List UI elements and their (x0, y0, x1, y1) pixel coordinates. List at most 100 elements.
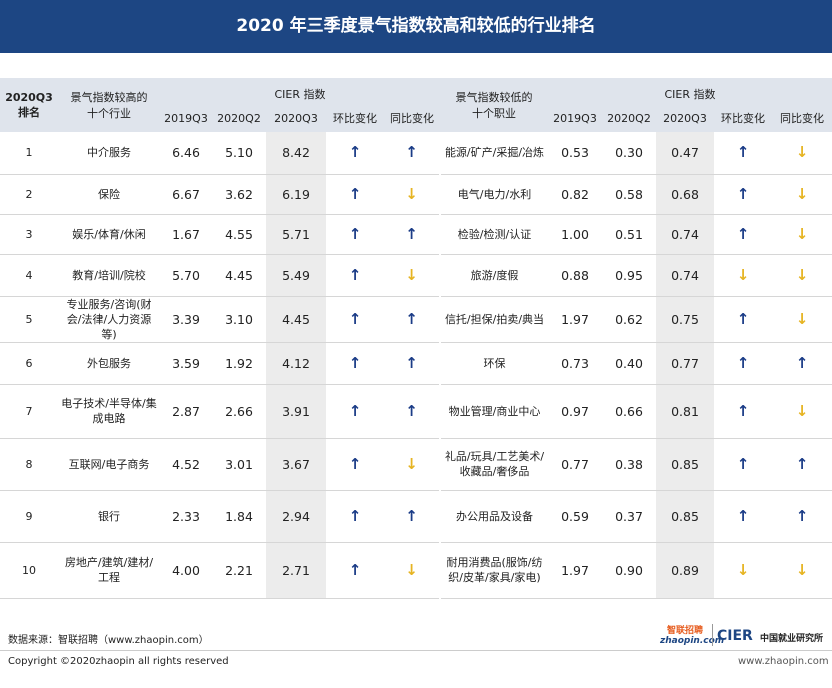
trend-arrow: ↓ (772, 214, 832, 255)
index-value: 0.77 (656, 342, 714, 385)
index-value: 6.46 (160, 132, 212, 175)
trend-arrow: ↑ (326, 438, 384, 491)
index-value: 0.73 (548, 342, 602, 385)
sub-header: 2020Q2 (212, 104, 266, 132)
trend-arrow: ↑ (384, 342, 440, 385)
rank: 6 (0, 342, 58, 385)
index-value: 3.62 (212, 174, 266, 215)
index-value: 6.67 (160, 174, 212, 215)
source: 数据来源：智联招聘（www.zhaopin.com） (8, 635, 209, 646)
ranking-table: 2020Q3 排名 景气指数较高的 十个行业 CIER 指数 景气指数较低的 十个职业 CIE… (0, 78, 832, 599)
index-value: 4.45 (266, 296, 326, 343)
index-value: 0.74 (656, 214, 714, 255)
rank: 5 (0, 296, 58, 343)
trend-arrow: ↑ (384, 214, 440, 255)
industry-name: 电气/电力/水利 (439, 174, 548, 215)
rank: 9 (0, 490, 58, 543)
trend-arrow: ↓ (384, 542, 440, 599)
index-header: CIER 指数 (160, 78, 440, 104)
index-value: 0.85 (656, 438, 714, 491)
index-value: 4.12 (266, 342, 326, 385)
index-value: 0.47 (656, 132, 714, 175)
index-value: 1.00 (548, 214, 602, 255)
index-value: 0.66 (602, 384, 656, 439)
index-value: 1.84 (212, 490, 266, 543)
table-row: 4 教育/培训/院校 5.70 4.45 5.49 ↑ ↓ 旅游/度假 0.88 0.95 0.74… (0, 254, 832, 297)
index-value: 2.66 (212, 384, 266, 439)
industry-name: 保险 (58, 174, 160, 215)
index-value: 0.75 (656, 296, 714, 343)
zhaopin-logo: 智联招聘 zhaopin.com (660, 626, 725, 646)
index-value: 0.58 (602, 174, 656, 215)
table-row: 3 娱乐/体育/休闲 1.67 4.55 5.71 ↑ ↑ 检验/检测/认证 1.00 0.51 0… (0, 214, 832, 255)
trend-arrow: ↑ (714, 296, 772, 343)
index-value: 2.87 (160, 384, 212, 439)
trend-arrow: ↑ (714, 132, 772, 175)
rank-header: 2020Q3 排名 (0, 78, 58, 132)
industry-name: 办公用品及设备 (439, 490, 548, 543)
trend-arrow: ↑ (772, 342, 832, 385)
index-value: 1.97 (548, 542, 602, 599)
index-value: 3.59 (160, 342, 212, 385)
header-line: 景气指数较低的 (455, 91, 533, 104)
trend-arrow: ↓ (772, 132, 832, 175)
index-value: 3.91 (266, 384, 326, 439)
rank: 8 (0, 438, 58, 491)
index-value: 0.89 (656, 542, 714, 599)
index-value: 2.94 (266, 490, 326, 543)
table-row: 8 互联网/电子商务 4.52 3.01 3.67 ↑ ↓ 礼品/玩具/工艺美术/收藏品/奢侈… (0, 438, 832, 491)
index-value: 3.67 (266, 438, 326, 491)
index-value: 0.51 (602, 214, 656, 255)
sub-header: 同比变化 (384, 104, 440, 132)
index-value: 0.53 (548, 132, 602, 175)
rank: 3 (0, 214, 58, 255)
index-value: 2.33 (160, 490, 212, 543)
index-value: 0.85 (656, 490, 714, 543)
trend-arrow: ↑ (714, 490, 772, 543)
trend-arrow: ↑ (326, 490, 384, 543)
industry-name: 房地产/建筑/建材/工程 (58, 542, 160, 599)
index-value: 0.62 (602, 296, 656, 343)
logo-url: zhaopin.com (660, 636, 725, 646)
index-value: 0.97 (548, 384, 602, 439)
trend-arrow: ↑ (326, 254, 384, 297)
header-line: 景气指数较高的 (70, 91, 148, 104)
index-value: 4.55 (212, 214, 266, 255)
industry-name: 物业管理/商业中心 (439, 384, 548, 439)
trend-arrow: ↑ (326, 214, 384, 255)
trend-arrow: ↑ (714, 174, 772, 215)
trend-arrow: ↑ (714, 214, 772, 255)
index-value: 1.97 (548, 296, 602, 343)
index-value: 3.01 (212, 438, 266, 491)
low-header: 景气指数较低的 十个职业 (440, 78, 548, 132)
table-row: 10 房地产/建筑/建材/工程 4.00 2.21 2.71 ↑ ↓ 耐用消费品(服饰/纺织/… (0, 542, 832, 599)
index-value: 0.88 (548, 254, 602, 297)
sub-header: 同比变化 (772, 104, 832, 132)
footer-url: www.zhaopin.com (738, 656, 829, 667)
cier-logo: CIER (717, 628, 753, 644)
trend-arrow: ↑ (714, 384, 772, 439)
trend-arrow: ↓ (772, 296, 832, 343)
table-row: 5 专业服务/咨询(财会/法律/人力资源等) 3.39 3.10 4.45 ↑ ↑ 信托/担保… (0, 296, 832, 343)
rank: 7 (0, 384, 58, 439)
trend-arrow: ↓ (772, 174, 832, 215)
title: 2020 年三季度景气指数较高和较低的行业排名 (236, 16, 596, 36)
index-value: 0.40 (602, 342, 656, 385)
sub-header: 环比变化 (714, 104, 772, 132)
index-value: 1.92 (212, 342, 266, 385)
sub-header: 2019Q3 (160, 104, 212, 132)
index-value: 0.38 (602, 438, 656, 491)
header-line: 十个职业 (472, 107, 516, 120)
trend-arrow: ↓ (384, 254, 440, 297)
index-value: 4.52 (160, 438, 212, 491)
trend-arrow: ↑ (326, 174, 384, 215)
copyright: Copyright ©2020zhaopin all rights reserv… (8, 656, 229, 667)
rank: 4 (0, 254, 58, 297)
trend-arrow: ↑ (384, 384, 440, 439)
industry-name: 电子技术/半导体/集成电路 (58, 384, 160, 439)
trend-arrow: ↑ (326, 132, 384, 175)
index-value: 0.82 (548, 174, 602, 215)
trend-arrow: ↑ (384, 296, 440, 343)
index-value: 0.95 (602, 254, 656, 297)
